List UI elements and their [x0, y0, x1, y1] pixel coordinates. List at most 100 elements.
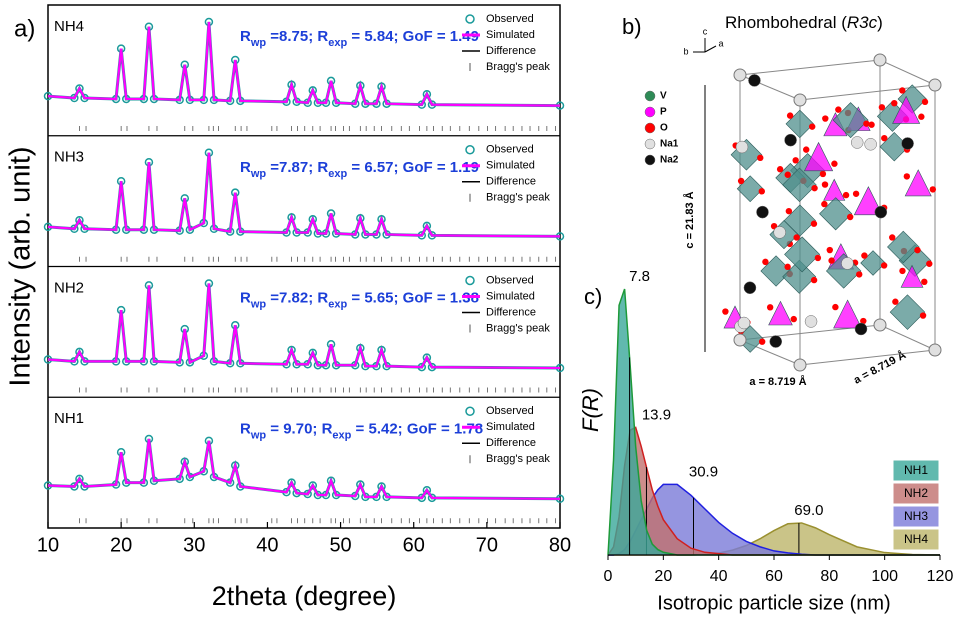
oxygen-atom	[792, 157, 798, 163]
legend-label: Observed	[486, 144, 534, 156]
sodium-atom	[841, 257, 853, 269]
x-tick-label: 20	[654, 568, 672, 585]
fit-label-part: R	[240, 289, 251, 306]
x-tick-label: 20	[110, 534, 132, 556]
panel-label: c)	[584, 284, 602, 309]
legend-label: Bragg's peak	[486, 322, 550, 334]
legend-label: Simulated	[486, 29, 535, 41]
sodium-atom	[774, 226, 786, 238]
axis-letter: b	[683, 46, 688, 56]
oxygen-atom	[759, 188, 765, 194]
atom-legend-label: O	[660, 123, 668, 134]
sample-label: NH2	[54, 279, 84, 296]
atom-legend-label: P	[660, 107, 667, 118]
sodium-atom	[865, 138, 877, 150]
legend-label: Difference	[486, 306, 536, 318]
legend-label: Bragg's peak	[486, 453, 550, 465]
sample-label: NH3	[54, 149, 84, 166]
sodium-atom	[756, 206, 768, 218]
oxygen-atom	[856, 271, 862, 277]
legend-label: Bragg's peak	[486, 61, 550, 73]
atom-legend-dot	[645, 155, 655, 165]
sample-label: NH1	[54, 410, 84, 427]
sample-label: NH4	[54, 18, 84, 35]
dimension-label: c = 21.83 Å	[683, 191, 696, 248]
sodium-atom	[744, 282, 756, 294]
x-axis-title: Isotropic particle size (nm)	[657, 592, 890, 614]
oxygen-atom	[861, 252, 867, 258]
title-part: Rhombohedral (	[725, 13, 847, 32]
oxygen-atom	[759, 338, 765, 344]
fit-label-part: wp	[250, 429, 267, 441]
oxygen-atom	[881, 135, 887, 141]
oxygen-atom	[918, 114, 924, 120]
fit-label-part: R	[240, 420, 251, 437]
fit-label-part: =8.75; R	[266, 28, 328, 45]
oxygen-atom	[891, 100, 897, 106]
x-tick-label: 0	[604, 568, 613, 585]
legend-label: Simulated	[486, 421, 535, 433]
sodium-atom	[736, 141, 748, 153]
x-tick-label: 50	[329, 534, 351, 556]
x-tick-label: 70	[476, 534, 498, 556]
atom-legend-dot	[645, 123, 655, 133]
atom-legend-label: V	[660, 91, 667, 102]
oxygen-atom	[863, 120, 869, 126]
oxygen-atom	[920, 312, 926, 318]
x-tick-label: 60	[765, 568, 783, 585]
oxygen-atom	[820, 171, 826, 177]
oxygen-atom	[738, 178, 744, 184]
oxygen-atom	[892, 299, 898, 305]
x-tick-label: 80	[820, 568, 838, 585]
corner-atom	[734, 334, 746, 346]
fit-label-part: R	[240, 159, 251, 176]
atom-legend-dot	[645, 107, 655, 117]
atom-legend-dot	[645, 139, 655, 149]
oxygen-atom	[831, 161, 837, 167]
oxygen-atom	[921, 279, 927, 285]
axis-letter: a	[718, 38, 723, 48]
fit-label-part: wp	[250, 37, 267, 49]
corner-atom	[794, 359, 806, 371]
legend-label: Simulated	[486, 290, 535, 302]
legend-label: Difference	[486, 45, 536, 57]
fit-label-part: = 5.84; GoF = 1.49	[347, 28, 479, 45]
legend-label: NH3	[904, 509, 928, 523]
fit-label-part: exp	[328, 37, 347, 49]
legend-label: Observed	[486, 274, 534, 286]
fit-label-part: wp	[250, 168, 267, 180]
sodium-atom	[805, 315, 817, 327]
oxygen-atom	[793, 234, 799, 240]
legend-label: Observed	[486, 405, 534, 417]
oxygen-atom	[767, 304, 773, 310]
atom-legend-label: Na2	[660, 155, 679, 166]
legend-label: NH2	[904, 486, 928, 500]
oxygen-atom	[791, 316, 797, 322]
title-part: )	[877, 13, 883, 32]
oxygen-atom	[762, 259, 768, 265]
panel-label: b)	[622, 14, 642, 39]
x-tick-label: 40	[256, 534, 278, 556]
oxygen-atom	[926, 261, 932, 267]
oxygen-atom	[922, 99, 928, 105]
x-tick-label: 100	[871, 568, 898, 585]
oxygen-atom	[811, 221, 817, 227]
dimension-label: a = 8.719 Å	[749, 375, 806, 388]
oxygen-atom	[803, 146, 809, 152]
sodium-atom	[748, 74, 760, 86]
legend-label: NH4	[904, 532, 928, 546]
oxygen-atom	[881, 262, 887, 268]
x-axis-title: 2theta (degree)	[212, 581, 397, 611]
x-tick-label: 80	[549, 534, 571, 556]
oxygen-atom	[827, 247, 833, 253]
fit-label-part: R	[240, 28, 251, 45]
mean-label: 30.9	[689, 463, 718, 480]
panel-label: a)	[14, 15, 35, 42]
oxygen-atom	[822, 181, 828, 187]
atom-legend-dot	[645, 91, 655, 101]
oxygen-atom	[899, 268, 905, 274]
oxygen-atom	[835, 106, 841, 112]
mean-label: 69.0	[794, 502, 823, 519]
oxygen-atom	[843, 192, 849, 198]
legend-label: Difference	[486, 437, 536, 449]
